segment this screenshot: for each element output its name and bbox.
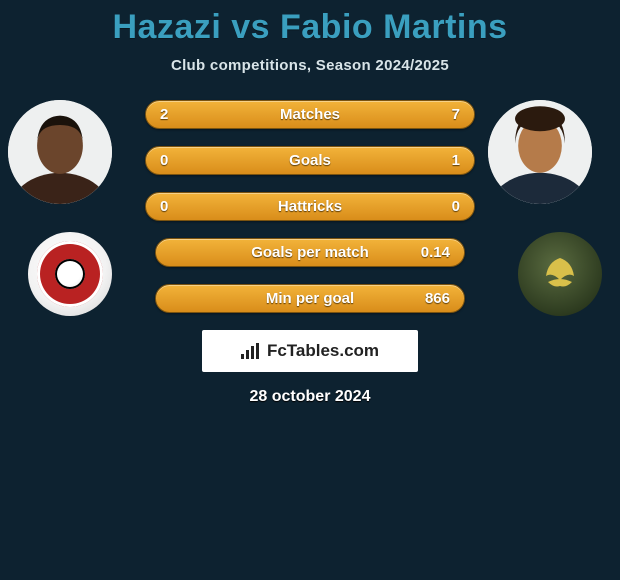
player-right-avatar <box>488 100 592 204</box>
stat-label: Goals <box>146 152 474 169</box>
player-left-name: Hazazi <box>112 8 221 46</box>
club-left-crest-icon <box>37 241 103 307</box>
stat-label: Matches <box>146 106 474 123</box>
player-right-silhouette-icon <box>488 100 592 204</box>
soccer-ball-icon <box>55 259 85 289</box>
stat-row-goals: 0 Goals 1 <box>145 146 475 175</box>
player-left-avatar <box>8 100 112 204</box>
stat-left-value: 2 <box>160 106 190 123</box>
page-title: Hazazi vs Fabio Martins <box>0 0 620 47</box>
player-right-name: Fabio Martins <box>280 8 508 46</box>
stat-label: Goals per match <box>156 244 464 261</box>
subtitle: Club competitions, Season 2024/2025 <box>0 57 620 74</box>
vs-separator: vs <box>221 8 280 46</box>
stat-left-value: 0 <box>160 198 190 215</box>
stat-row-min-per-goal: Min per goal 866 <box>155 284 465 313</box>
stat-row-matches: 2 Matches 7 <box>145 100 475 129</box>
date-text: 28 october 2024 <box>0 388 620 406</box>
stat-left-value: 0 <box>160 152 190 169</box>
stat-right-value: 7 <box>430 106 460 123</box>
brand-text: FcTables.com <box>267 341 379 361</box>
stat-right-value: 0.14 <box>420 244 450 261</box>
brand-box: FcTables.com <box>202 330 418 372</box>
stat-right-value: 0 <box>430 198 460 215</box>
stat-label: Min per goal <box>156 290 464 307</box>
stat-right-value: 1 <box>430 152 460 169</box>
bar-chart-icon <box>241 343 261 359</box>
stat-right-value: 866 <box>420 290 450 307</box>
club-left-badge <box>28 232 112 316</box>
stat-row-goals-per-match: Goals per match 0.14 <box>155 238 465 267</box>
club-right-crest-icon <box>538 252 582 296</box>
stats-area: 2 Matches 7 0 Goals 1 0 Hattricks 0 Goal… <box>0 100 620 406</box>
club-right-badge <box>518 232 602 316</box>
player-left-silhouette-icon <box>8 100 112 204</box>
stat-rows: 2 Matches 7 0 Goals 1 0 Hattricks 0 Goal… <box>145 100 475 313</box>
stat-row-hattricks: 0 Hattricks 0 <box>145 192 475 221</box>
stat-label: Hattricks <box>146 198 474 215</box>
